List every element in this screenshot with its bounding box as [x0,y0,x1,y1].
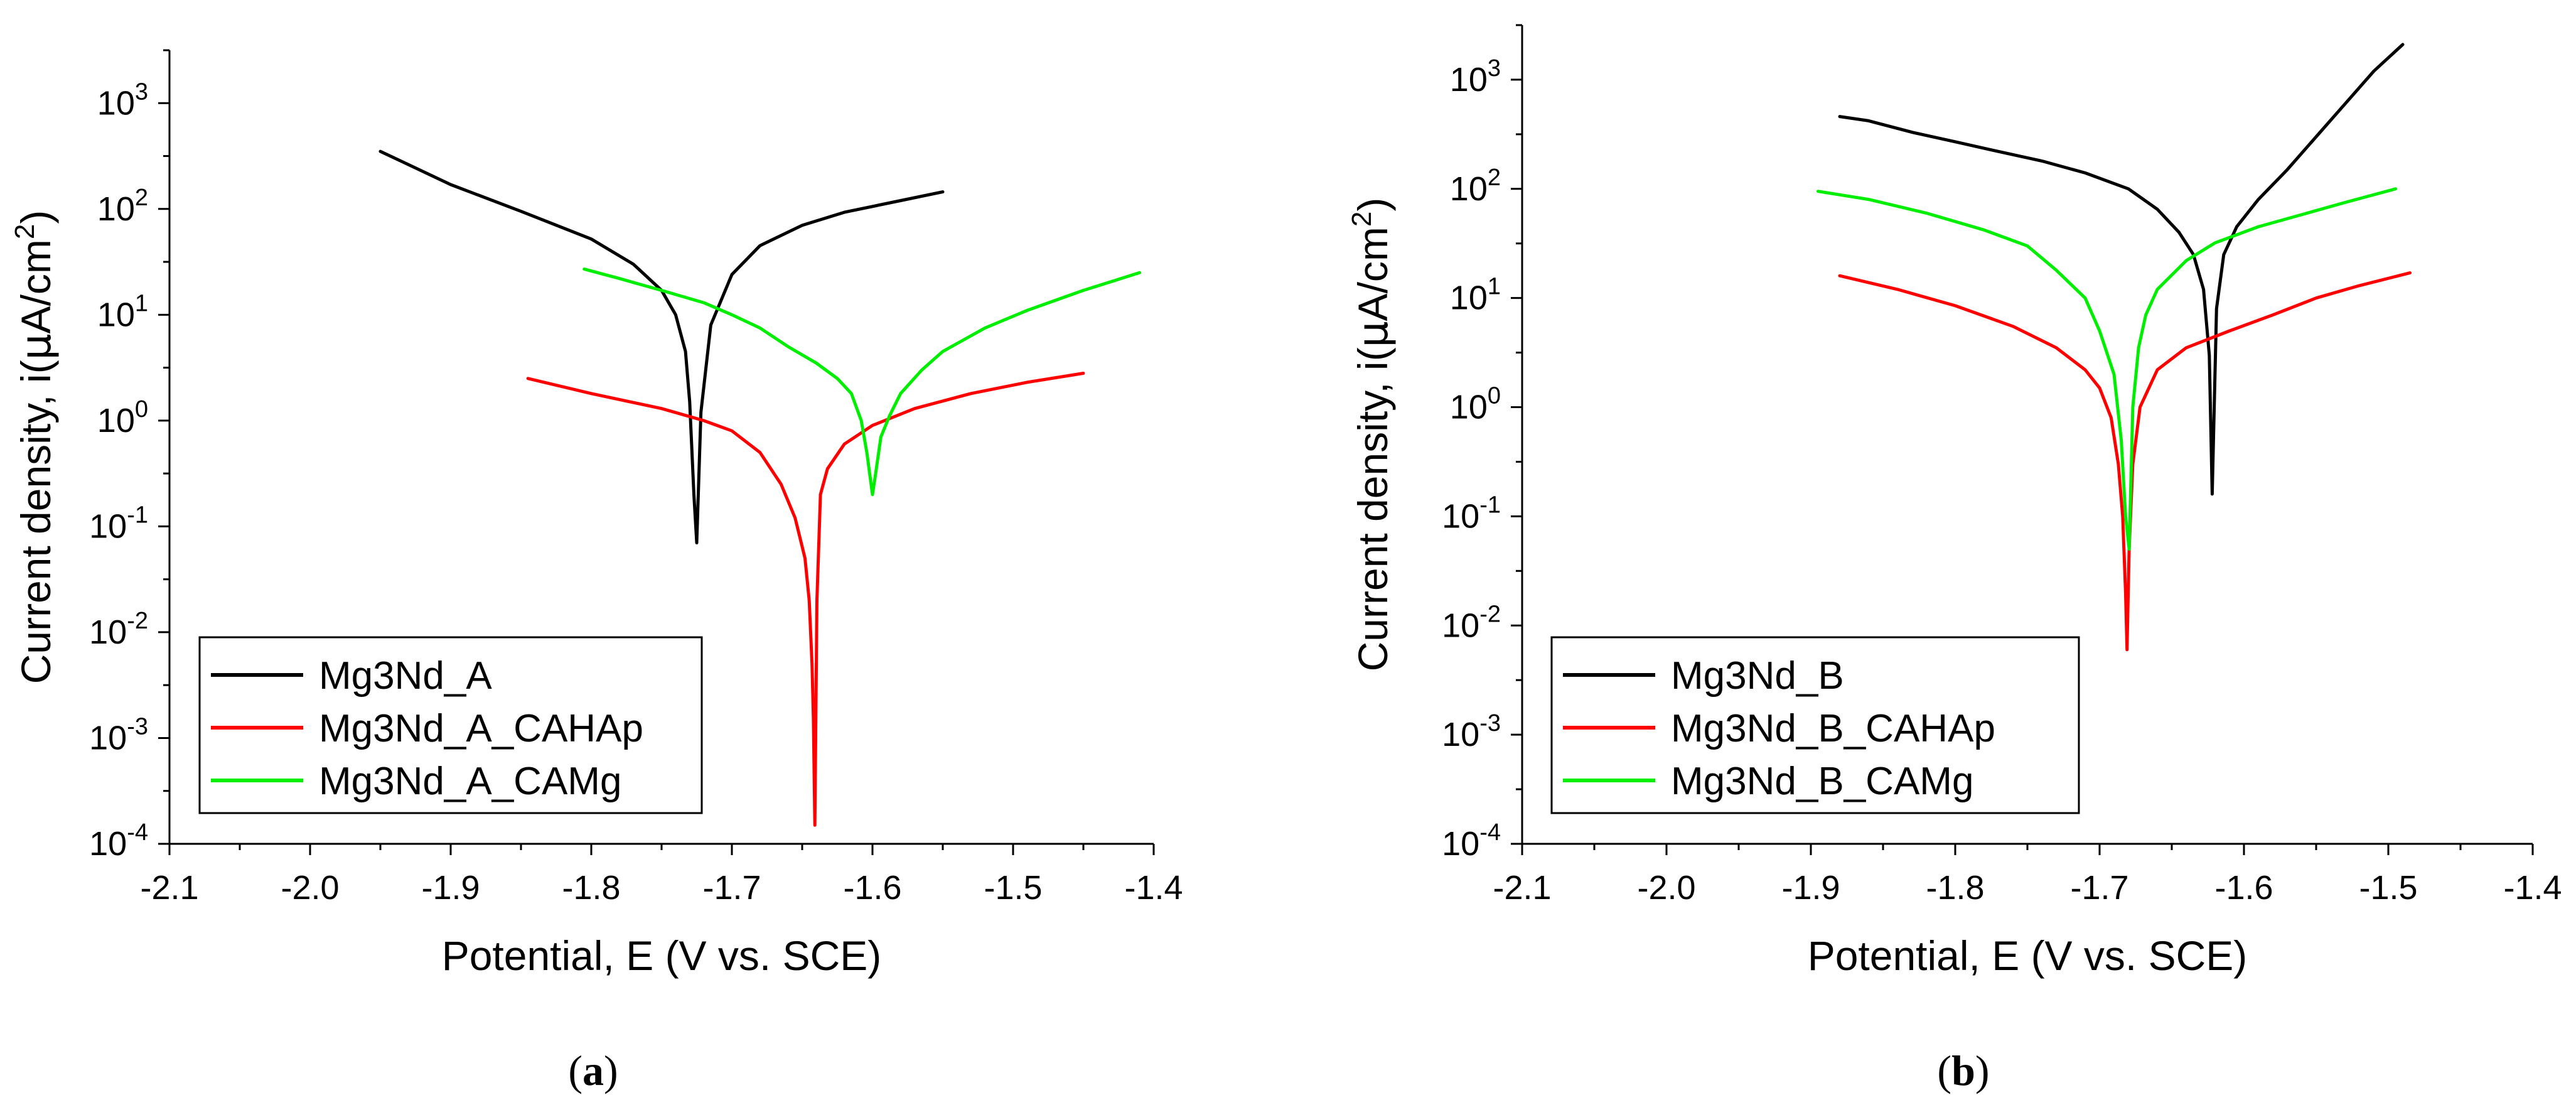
y-tick-label: 10-4 [89,819,148,863]
y-axis-label: Current density, i(μA/cm2) [9,210,60,684]
legend-entry: Mg3Nd_A_CAMg [319,760,621,803]
x-tick-label: -1.6 [2214,869,2273,907]
series-line-mg3nd-b-camg [1817,187,2397,551]
y-tick-label: 101 [97,290,148,333]
y-tick-label: 10-4 [1442,819,1501,863]
x-tick-label: -2.0 [1637,869,1695,907]
x-axis-label: Potential, E (V vs. SCE) [1808,932,2248,979]
y-tick-label: 103 [1450,55,1501,99]
x-tick-label: -1.8 [1926,869,1984,907]
series-line-mg3nd-b [1838,43,2405,496]
y-tick-label: 101 [1450,274,1501,317]
x-tick-label: -2.0 [281,869,339,907]
x-tick-label: -1.4 [2503,869,2562,907]
y-tick-label: 103 [97,78,148,122]
y-tick-label: 10-1 [89,502,148,545]
series-line-mg3nd-a-cahap [526,372,1085,827]
series-line-mg3nd-b-cahap [1838,271,2412,652]
chart-panel-a: -2.1 -2.0 -1.9 -1.8 -1.7 -1.6 -1.5 -1.4 10-4 10-3… [9,49,1183,1094]
x-tick-label: -1.9 [1781,869,1840,907]
x-tick-label: -2.1 [1493,869,1551,907]
x-tick-label: -1.6 [843,869,901,907]
chart-panel-b: -2.1 -2.0 -1.9 -1.8 -1.7 -1.6 -1.5 -1.4 10-4 10-3… [1346,24,2562,1094]
legend-entry: Mg3Nd_B_CAHAp [1671,707,1995,750]
y-tick-label: 10-3 [1442,710,1501,753]
x-tick-label: -2.1 [140,869,198,907]
x-tick-label: -1.7 [702,869,761,907]
y-tick-label: 102 [1450,164,1501,208]
y-tick-label: 102 [97,185,148,228]
x-tick-label: -1.5 [2359,869,2417,907]
y-tick-label: 100 [97,396,148,439]
x-tick-label: -1.7 [2070,869,2128,907]
y-tick-label: 10-2 [89,608,148,651]
series-line-mg3nd-a-camg [582,267,1142,497]
y-tick-label: 100 [1450,383,1501,426]
y-tick-label: 10-2 [1442,601,1501,644]
panel-caption: (b) [1937,1047,1989,1094]
series-line-mg3nd-a [378,149,945,544]
legend-entry: Mg3Nd_A_CAHAp [319,707,643,750]
legend-entry: Mg3Nd_B_CAMg [1671,760,1973,803]
panel-caption: (a) [568,1047,618,1094]
legend-entry: Mg3Nd_B [1671,654,1844,698]
legend-entry: Mg3Nd_A [319,654,492,698]
legend: Mg3Nd_A Mg3Nd_A_CAHAp Mg3Nd_A_CAMg [198,636,703,814]
y-tick-label: 10-1 [1442,492,1501,535]
x-tick-label: -1.8 [562,869,620,907]
y-tick-label: 10-3 [89,713,148,757]
x-tick-label: -1.4 [1124,869,1183,907]
x-tick-label: -1.5 [984,869,1042,907]
x-tick-label: -1.9 [421,869,480,907]
x-axis-label: Potential, E (V vs. SCE) [442,932,882,979]
legend: Mg3Nd_B Mg3Nd_B_CAHAp Mg3Nd_B_CAMg [1550,636,2080,814]
legend-box [198,636,703,814]
y-axis-label: Current density, i(μA/cm2) [1346,198,1397,672]
legend-box [1550,636,2080,814]
